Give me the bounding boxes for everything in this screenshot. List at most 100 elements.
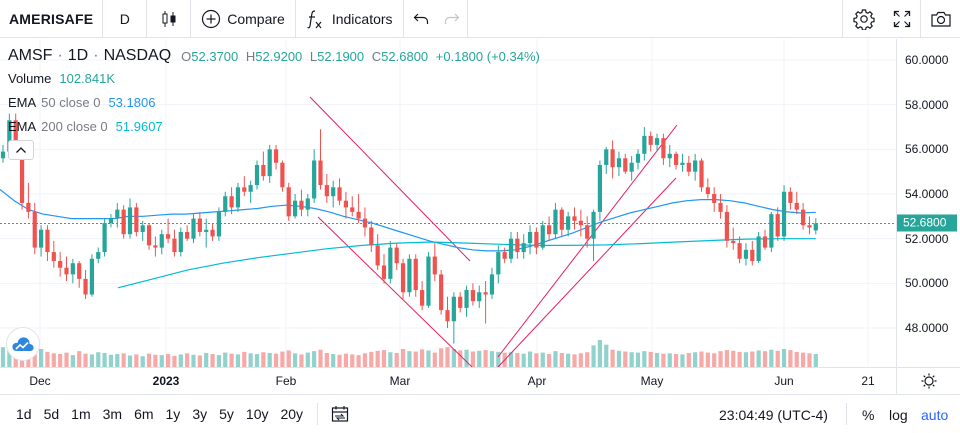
candle-body bbox=[477, 292, 482, 302]
range-button-10y[interactable]: 10y bbox=[245, 406, 269, 422]
chart-pane[interactable] bbox=[0, 39, 896, 367]
candle-body bbox=[280, 162, 285, 188]
volume-bar bbox=[210, 354, 215, 367]
last-price-label: 52.6800 bbox=[897, 214, 957, 232]
volume-bar bbox=[781, 349, 787, 367]
trend-line[interactable] bbox=[317, 216, 473, 367]
candle-body bbox=[134, 207, 139, 232]
time-axis[interactable]: Dec 2023 Feb Mar Apr May Jun 21 bbox=[0, 367, 896, 394]
volume-bar bbox=[369, 351, 374, 367]
candle-body bbox=[731, 240, 736, 244]
volume-bar bbox=[166, 354, 171, 367]
range-button-3y[interactable]: 3y bbox=[192, 406, 208, 422]
legend-volume-row[interactable]: Volume 102.841K bbox=[8, 66, 544, 90]
candle-body bbox=[686, 162, 691, 172]
candle-body bbox=[127, 207, 133, 235]
price-tick: 50.0000 bbox=[905, 276, 949, 291]
candle-body bbox=[229, 196, 234, 208]
candle-body bbox=[667, 153, 672, 159]
price-axis[interactable]: 60.0000 58.0000 56.0000 54.0000 52.0000 50.00… bbox=[896, 39, 960, 367]
legend-ticker: AMSF bbox=[8, 47, 53, 64]
candle-body bbox=[496, 252, 501, 275]
brand-logo-button[interactable] bbox=[6, 327, 40, 361]
volume-bar bbox=[400, 349, 406, 367]
log-toggle[interactable]: log bbox=[889, 395, 908, 433]
low-value: 52.1900 bbox=[317, 48, 365, 64]
axis-settings-button[interactable] bbox=[896, 367, 960, 394]
range-button-20y[interactable]: 20y bbox=[280, 406, 304, 422]
redo-button[interactable] bbox=[438, 0, 468, 38]
volume-bar bbox=[197, 355, 202, 367]
volume-bar bbox=[140, 356, 145, 367]
range-button-6m[interactable]: 6m bbox=[134, 406, 154, 422]
range-button-1m[interactable]: 1m bbox=[71, 406, 91, 422]
interval-button[interactable]: D bbox=[103, 0, 148, 38]
trend-line[interactable] bbox=[497, 177, 677, 367]
volume-bar bbox=[115, 354, 120, 367]
volume-bar bbox=[331, 354, 336, 367]
settings-button[interactable] bbox=[842, 0, 884, 38]
legend-ema200-row[interactable]: EMA 200 close 0 51.9607 bbox=[8, 114, 544, 138]
trend-line[interactable] bbox=[309, 96, 471, 262]
volume-label: Volume bbox=[8, 70, 52, 86]
auto-toggle[interactable]: auto bbox=[921, 395, 948, 433]
indicators-label: Indicators bbox=[331, 10, 393, 27]
candle-body bbox=[489, 274, 495, 295]
price-tick: 58.0000 bbox=[905, 97, 949, 112]
volume-bar bbox=[578, 353, 583, 367]
candle-body bbox=[83, 278, 88, 295]
range-button-5d[interactable]: 5d bbox=[43, 406, 60, 422]
date-range-button[interactable] bbox=[326, 395, 354, 433]
candle-body bbox=[521, 243, 526, 253]
volume-bar bbox=[547, 354, 552, 367]
candle-body bbox=[756, 236, 761, 261]
volume-value: 102.841K bbox=[59, 70, 116, 86]
candle-body bbox=[350, 207, 355, 212]
volume-bar bbox=[496, 351, 501, 367]
volume-bar bbox=[648, 351, 653, 367]
volume-bar bbox=[426, 350, 431, 367]
volume-bar bbox=[7, 350, 12, 367]
volume-bar bbox=[788, 350, 793, 367]
candle-body bbox=[216, 211, 221, 237]
candle-body bbox=[502, 252, 507, 259]
range-button-3m[interactable]: 3m bbox=[102, 406, 123, 422]
symbol-search-button[interactable]: AMERISAFE bbox=[0, 0, 104, 38]
volume-bar bbox=[813, 354, 818, 367]
candle-body bbox=[299, 200, 304, 210]
range-button-1d[interactable]: 1d bbox=[16, 406, 32, 422]
legend-separator: · bbox=[93, 47, 99, 64]
candle-body bbox=[718, 202, 723, 212]
legend-separator: · bbox=[57, 47, 63, 64]
candle-body bbox=[699, 160, 704, 188]
volume-bar bbox=[439, 348, 444, 367]
candle-body bbox=[439, 274, 444, 311]
fullscreen-button[interactable] bbox=[884, 0, 920, 38]
legend-ema50-row[interactable]: EMA 50 close 0 53.1806 bbox=[8, 90, 544, 114]
range-button-5y[interactable]: 5y bbox=[219, 406, 234, 422]
legend-main-row[interactable]: AMSF · 1D · NASDAQ O52.3700 H52.9200 L52… bbox=[8, 46, 544, 66]
undo-button[interactable] bbox=[404, 0, 438, 38]
collapse-legend-button[interactable] bbox=[8, 140, 34, 160]
compare-button[interactable]: Compare bbox=[191, 0, 296, 38]
candle-body bbox=[7, 120, 12, 152]
candles-icon bbox=[162, 10, 176, 27]
candle-body bbox=[0, 151, 6, 159]
volume-bar bbox=[337, 354, 342, 367]
indicators-button[interactable]: Indicators bbox=[296, 0, 404, 38]
volume-bar bbox=[32, 354, 37, 367]
volume-bar bbox=[458, 350, 463, 367]
percent-toggle[interactable]: % bbox=[862, 395, 874, 433]
clock[interactable]: 23:04:49 (UTC-4) bbox=[719, 395, 828, 433]
chart-type-button[interactable] bbox=[147, 0, 192, 38]
price-chart[interactable] bbox=[0, 39, 896, 367]
screenshot-button[interactable] bbox=[920, 0, 960, 38]
candle-body bbox=[400, 263, 406, 293]
candle-body bbox=[597, 164, 602, 212]
change-value: +0.1800 (+0.34%) bbox=[435, 48, 540, 64]
candle-body bbox=[483, 292, 488, 295]
volume-bar bbox=[693, 352, 698, 367]
candle-body bbox=[648, 135, 653, 145]
candle-body bbox=[178, 231, 183, 253]
range-button-1y[interactable]: 1y bbox=[165, 406, 181, 422]
